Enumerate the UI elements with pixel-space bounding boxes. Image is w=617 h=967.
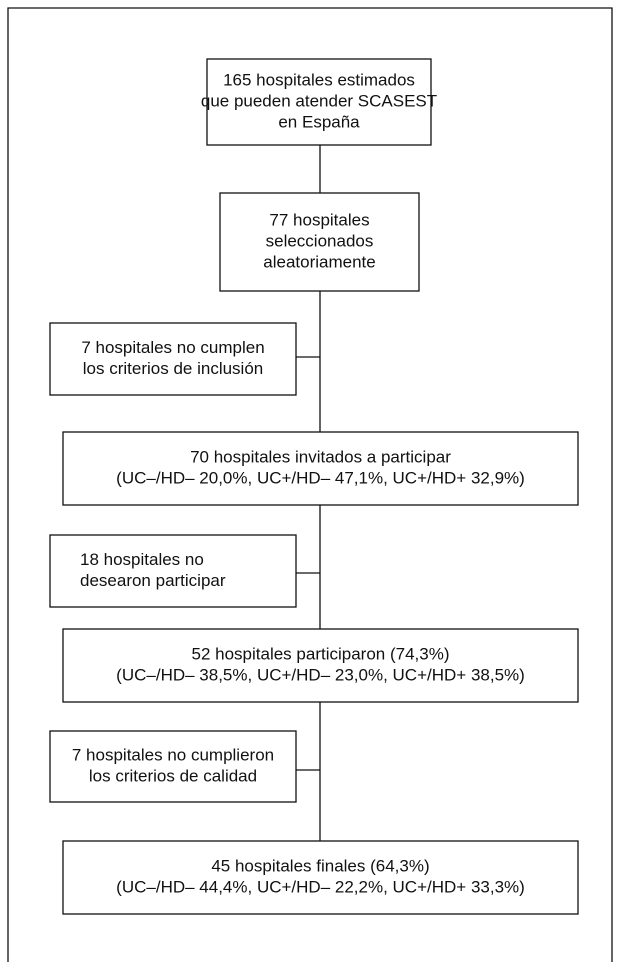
flow-box: [62, 431, 579, 506]
box-text: en España: [278, 112, 360, 131]
box-text: 7 hospitales no cumplieron: [72, 745, 274, 764]
frame: [7, 7, 613, 962]
boxes: 165 hospitales estimados que pueden atend…: [49, 58, 579, 915]
box-text: 70 hospitales invitados a participar: [190, 447, 451, 466]
box-text: 45 hospitales finales (64,3%): [211, 856, 429, 875]
box-text: que pueden atender SCASEST: [201, 91, 437, 110]
flow-box: [206, 58, 432, 146]
box-text: 18 hospitales no: [80, 550, 204, 569]
box-text: los criterios de inclusión: [83, 359, 263, 378]
box-text: 7 hospitales no cumplen: [81, 338, 264, 357]
box-text: (UC–/HD– 20,0%, UC+/HD– 47,1%, UC+/HD+ 3…: [116, 468, 525, 487]
box-text: aleatoriamente: [263, 252, 375, 271]
flow-box: [49, 730, 297, 803]
box-text: seleccionados: [266, 231, 374, 250]
box-text: 77 hospitales: [269, 210, 369, 229]
flow-box: [49, 534, 297, 608]
box-text: 165 hospitales estimados: [223, 70, 415, 89]
flow-box: [49, 322, 297, 396]
flow-box: [219, 192, 420, 292]
box-text: (UC–/HD– 44,4%, UC+/HD– 22,2%, UC+/HD+ 3…: [116, 877, 525, 896]
box-text: 52 hospitales participaron (74,3%): [192, 644, 450, 663]
box-text: desearon participar: [80, 571, 226, 590]
flow-box: [62, 628, 579, 703]
box-text: los criterios de calidad: [89, 766, 257, 785]
flow-box: [62, 840, 579, 915]
box-text: (UC–/HD– 38,5%, UC+/HD– 23,0%, UC+/HD+ 3…: [116, 665, 525, 684]
